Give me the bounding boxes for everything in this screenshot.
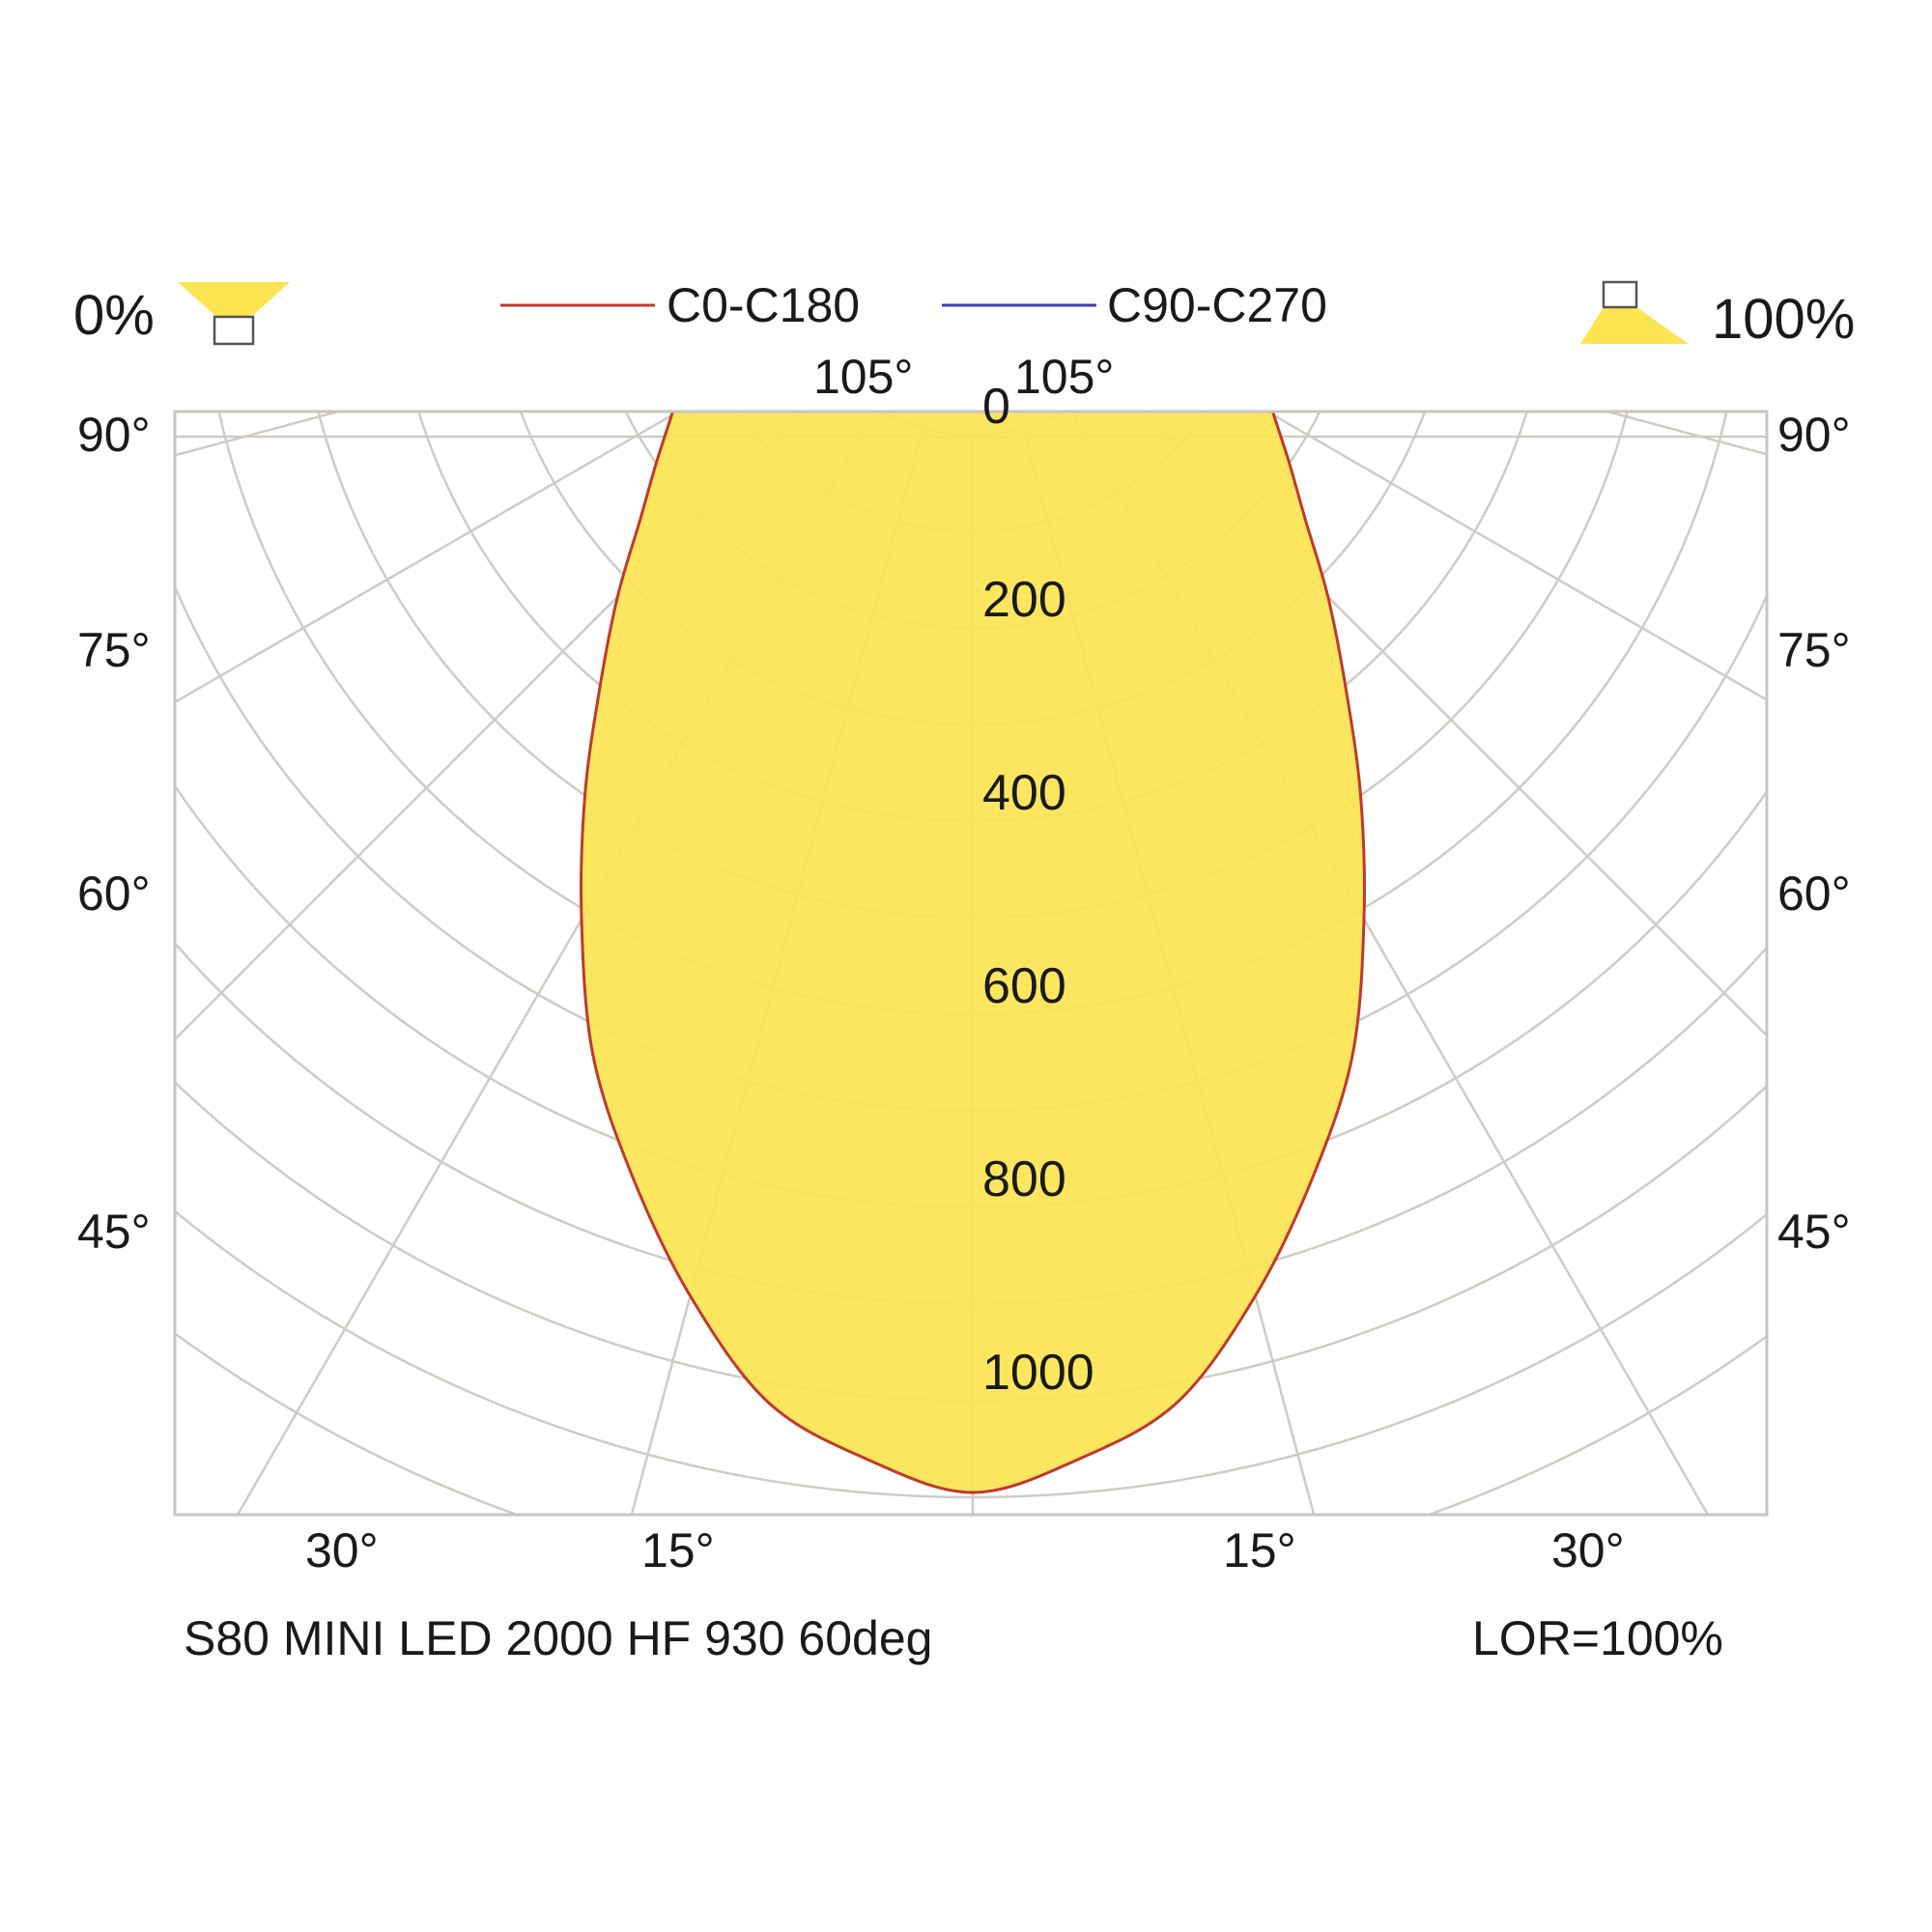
plot-frame — [173, 410, 1769, 1517]
radial-tick-label-0: 0 — [982, 379, 1010, 435]
upward-percent-label: 100% — [1712, 288, 1855, 351]
angle-label-bottom-15-left: 15° — [641, 1523, 715, 1577]
radial-tick-label-1000: 1000 — [982, 1345, 1094, 1401]
legend-label-c0-c180: C0-C180 — [667, 278, 860, 332]
intensity-curve-c0-c180 — [580, 412, 1366, 1494]
angle-label-top-left: 105° — [813, 350, 913, 404]
radial-tick-label-400: 400 — [982, 765, 1066, 821]
downward-percent-label: 0% — [73, 284, 155, 347]
lor-label: LOR=100% — [1472, 1611, 1723, 1665]
angle-label-bottom-30-left: 30° — [305, 1523, 379, 1577]
angle-label-right-45: 45° — [1777, 1205, 1851, 1259]
radial-tick-label-800: 800 — [982, 1151, 1066, 1208]
angle-label-left-60: 60° — [77, 867, 151, 921]
uplight-icon — [1580, 280, 1689, 344]
grid-spoke-60 — [1264, 412, 1767, 702]
legend: C0-C180 C90-C270 — [500, 278, 1327, 332]
angle-label-right-75: 75° — [1777, 623, 1851, 677]
grid-spoke-m60 — [175, 412, 681, 704]
angle-label-bottom-30-right: 30° — [1551, 1523, 1625, 1577]
angle-label-left-75: 75° — [77, 623, 151, 677]
product-name: S80 MINI LED 2000 HF 930 60deg — [184, 1611, 932, 1665]
downlight-icon — [178, 282, 290, 346]
radial-tick-label-200: 200 — [982, 572, 1066, 628]
radial-tick-label-600: 600 — [982, 958, 1066, 1014]
angle-label-left-45: 45° — [77, 1205, 151, 1259]
angle-label-right-60: 60° — [1777, 867, 1851, 921]
angle-label-right-90: 90° — [1777, 408, 1851, 462]
angle-label-left-90: 90° — [77, 408, 151, 462]
angle-label-top-right: 105° — [1014, 350, 1114, 404]
angle-label-bottom-15-right: 15° — [1223, 1523, 1296, 1577]
legend-label-c90-c270: C90-C270 — [1107, 278, 1327, 332]
